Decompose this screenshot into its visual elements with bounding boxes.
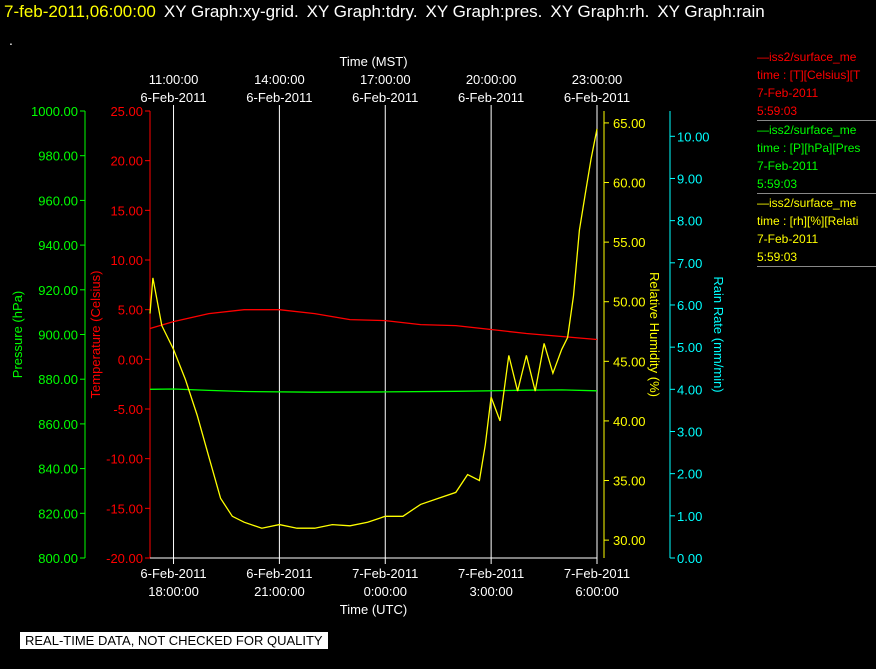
x-tick-label-time: 18:00:00 <box>148 584 199 599</box>
x-axis-title: Time (UTC) <box>340 602 407 617</box>
rain-axis-title: Rain Rate (mm/min) <box>711 276 726 392</box>
rain-tick-label: 5.00 <box>677 340 702 355</box>
top-tick-label-date: 6-Feb-2011 <box>246 90 312 105</box>
pressure-tick-label: 800.00 <box>38 551 78 566</box>
temperature-axis-title: Temperature (Celsius) <box>88 271 103 399</box>
legend-series-time: 5:59:03 <box>757 250 798 264</box>
humidity-tick-label: 30.00 <box>613 533 646 548</box>
top-tick-label-date: 6-Feb-2011 <box>352 90 418 105</box>
temperature-tick-label: 10.00 <box>110 253 143 268</box>
pressure-tick-label: 860.00 <box>38 417 78 432</box>
rain-tick-label: 8.00 <box>677 214 702 229</box>
pressure-tick-label: 960.00 <box>38 193 78 208</box>
legend-entry-pressure[interactable]: —iss2/surface_me time : [P][hPa][Pres 7-… <box>757 121 876 194</box>
graph-title-3: XY Graph:pres. <box>425 2 543 21</box>
temperature-tick-label: -20.00 <box>106 551 143 566</box>
legend-series-time: 5:59:03 <box>757 104 798 118</box>
top-tick-label-date: 6-Feb-2011 <box>564 90 630 105</box>
pressure-axis-title: Pressure (hPa) <box>10 291 25 378</box>
rain-tick-label: 4.00 <box>677 382 702 397</box>
top-tick-label-time: 17:00:00 <box>360 72 411 87</box>
rain-tick-label: 10.00 <box>677 129 710 144</box>
pressure-tick-label: 820.00 <box>38 506 78 521</box>
temperature-series-line <box>149 309 598 341</box>
humidity-axis-title: Relative Humidity (%) <box>647 272 662 397</box>
humidity-tick-label: 50.00 <box>613 295 646 310</box>
humidity-tick-label: 40.00 <box>613 414 646 429</box>
pressure-tick-label: 840.00 <box>38 462 78 477</box>
humidity-series-line <box>149 128 598 529</box>
legend-series-name: —iss2/surface_me <box>757 123 857 137</box>
legend-entry-temperature[interactable]: —iss2/surface_me time : [T][Celsius][T 7… <box>757 48 876 121</box>
legend-series-name: —iss2/surface_me <box>757 50 857 64</box>
top-tick-label-date: 6-Feb-2011 <box>458 90 524 105</box>
window-title-bar: 7-feb-2011,06:00:00 XY Graph:xy-grid. XY G… <box>4 2 765 22</box>
legend-series-date: 7-Feb-2011 <box>757 159 819 173</box>
timestamp: 7-feb-2011,06:00:00 <box>4 2 156 21</box>
temperature-tick-label: 20.00 <box>110 154 143 169</box>
humidity-tick-label: 55.00 <box>613 235 646 250</box>
legend-entry-humidity[interactable]: —iss2/surface_me time : [rh][%][Relati 7… <box>757 194 876 267</box>
pressure-tick-label: 980.00 <box>38 149 78 164</box>
rain-tick-label: 1.00 <box>677 509 702 524</box>
top-tick-label-time: 20:00:00 <box>466 72 517 87</box>
x-tick-label-time: 21:00:00 <box>254 584 305 599</box>
graph-title-5: XY Graph:rain <box>657 2 765 21</box>
humidity-tick-label: 35.00 <box>613 474 646 489</box>
x-tick-label-date: 7-Feb-2011 <box>458 566 524 581</box>
rain-tick-label: 7.00 <box>677 256 702 271</box>
temperature-tick-label: 25.00 <box>110 104 143 119</box>
x-tick-label-date: 7-Feb-2011 <box>352 566 418 581</box>
legend-series-units: time : [P][hPa][Pres <box>757 141 861 155</box>
rain-tick-label: 0.00 <box>677 551 702 566</box>
humidity-tick-label: 65.00 <box>613 116 646 131</box>
x-tick-label-time: 3:00:00 <box>469 584 512 599</box>
status-dot: . <box>9 32 13 48</box>
pressure-tick-label: 940.00 <box>38 238 78 253</box>
temperature-tick-label: 5.00 <box>118 303 143 318</box>
legend-series-date: 7-Feb-2011 <box>757 232 819 246</box>
x-tick-label-date: 6-Feb-2011 <box>246 566 312 581</box>
graph-title-2: XY Graph:tdry. <box>306 2 418 21</box>
x-tick-label-date: 6-Feb-2011 <box>140 566 206 581</box>
legend-series-date: 7-Feb-2011 <box>757 86 819 100</box>
quality-notice: REAL-TIME DATA, NOT CHECKED FOR QUALITY <box>20 632 328 649</box>
pressure-tick-label: 920.00 <box>38 283 78 298</box>
temperature-tick-label: -10.00 <box>106 452 143 467</box>
top-tick-label-time: 11:00:00 <box>149 72 199 87</box>
pressure-tick-label: 900.00 <box>38 328 78 343</box>
temperature-tick-label: 15.00 <box>110 203 143 218</box>
top-tick-label-time: 23:00:00 <box>572 72 623 87</box>
x-tick-label-time: 0:00:00 <box>364 584 407 599</box>
rain-tick-label: 9.00 <box>677 171 702 186</box>
rain-tick-label: 2.00 <box>677 467 702 482</box>
graph-title-4: XY Graph:rh. <box>550 2 650 21</box>
pressure-tick-label: 880.00 <box>38 372 78 387</box>
top-axis-title: Time (MST) <box>339 54 407 69</box>
legend-series-units: time : [T][Celsius][T <box>757 68 861 82</box>
legend-series-units: time : [rh][%][Relati <box>757 214 859 228</box>
rain-tick-label: 6.00 <box>677 298 702 313</box>
humidity-tick-label: 45.00 <box>613 354 646 369</box>
x-tick-label-date: 7-Feb-2011 <box>564 566 630 581</box>
legend-series-time: 5:59:03 <box>757 177 798 191</box>
graph-title-1: XY Graph:xy-grid. <box>163 2 299 21</box>
legend: —iss2/surface_me time : [T][Celsius][T 7… <box>757 48 876 267</box>
temperature-tick-label: -5.00 <box>113 402 143 417</box>
pressure-series-line <box>149 388 598 393</box>
humidity-tick-label: 60.00 <box>613 176 646 191</box>
legend-series-name: —iss2/surface_me <box>757 196 857 210</box>
pressure-tick-label: 1000.00 <box>31 104 78 119</box>
top-tick-label-time: 14:00:00 <box>254 72 305 87</box>
rain-tick-label: 3.00 <box>677 424 702 439</box>
x-tick-label-time: 6:00:00 <box>575 584 618 599</box>
temperature-tick-label: 0.00 <box>118 352 143 367</box>
top-tick-label-date: 6-Feb-2011 <box>140 90 206 105</box>
temperature-tick-label: -15.00 <box>106 501 143 516</box>
